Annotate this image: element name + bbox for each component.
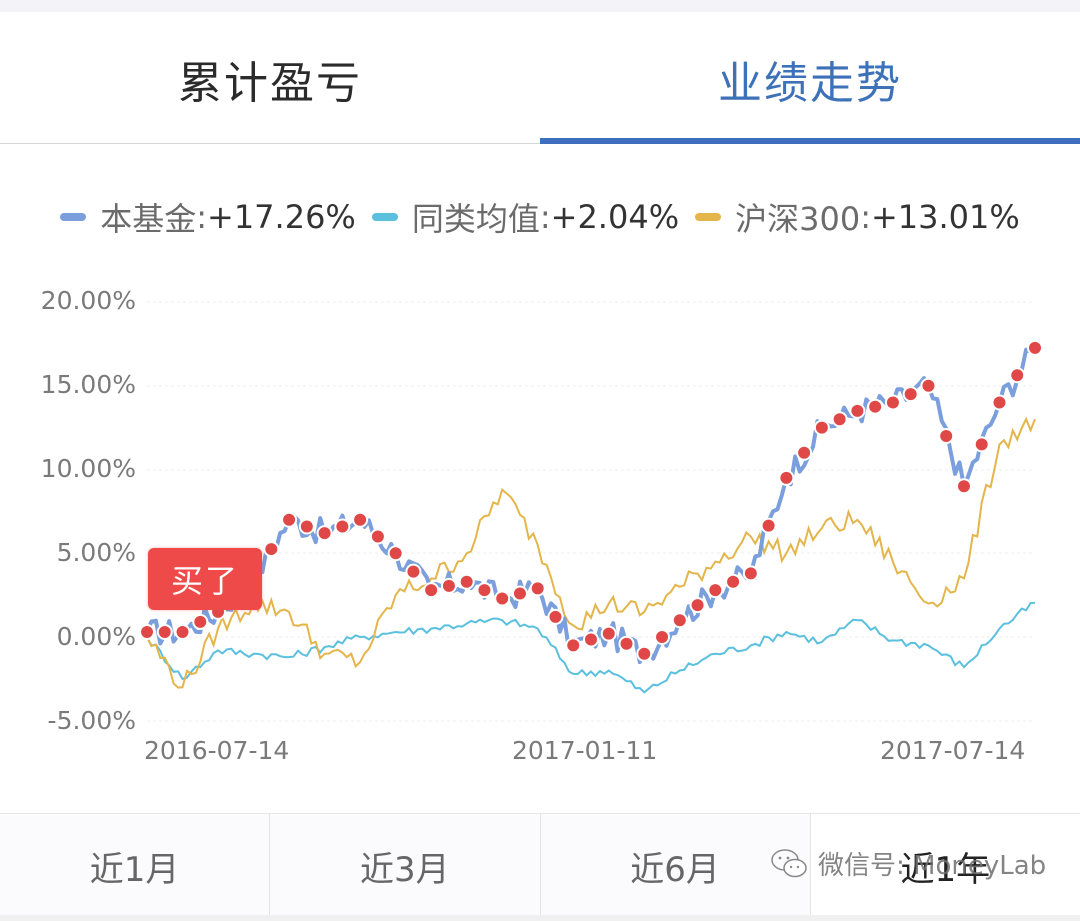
- buy-point-marker: [387, 545, 404, 562]
- y-tick-label: -5.00%: [47, 706, 136, 735]
- legend-value: +2.04%: [550, 198, 680, 236]
- buy-point-marker: [671, 612, 688, 629]
- bottom-strip: [0, 915, 1080, 921]
- buy-point-marker: [849, 402, 866, 419]
- buy-point-marker: [654, 629, 671, 645]
- buy-point-marker: [796, 444, 813, 461]
- legend-sep: :: [196, 198, 207, 236]
- buy-point-marker: [476, 582, 493, 599]
- x-tick-label: 2017-07-14: [880, 736, 1026, 765]
- x-tick-label: 2017-01-11: [512, 736, 658, 765]
- period-tab-1y[interactable]: 近1年: [810, 814, 1080, 919]
- buy-point-marker: [583, 631, 599, 648]
- legend-label: 本基金: [100, 200, 197, 238]
- y-tick-label: 15.00%: [40, 370, 136, 399]
- buy-point-marker: [955, 478, 972, 495]
- buy-point-marker: [529, 580, 546, 597]
- buy-point-marker: [884, 394, 901, 411]
- buy-point-marker: [156, 623, 173, 640]
- period-tab-1m[interactable]: 近1月: [0, 814, 271, 919]
- buy-annotation-bubble: 买了: [148, 548, 262, 610]
- y-tick-label: 10.00%: [40, 454, 136, 483]
- buy-point-marker: [867, 398, 884, 415]
- buy-point-marker: [281, 511, 298, 528]
- buy-point-marker: [742, 565, 759, 582]
- status-strip: [0, 0, 1080, 12]
- buy-point-marker: [725, 573, 742, 590]
- buy-point-marker: [405, 563, 422, 580]
- top-tab-bar: 累计盈亏 业绩走势: [0, 12, 1080, 145]
- legend-swatch-icon: [60, 213, 87, 221]
- legend-item-peer-average[interactable]: 同类均值 : +2.04%: [371, 194, 680, 240]
- buy-point-marker: [813, 419, 830, 436]
- buy-point-marker: [1027, 339, 1043, 356]
- buy-point-marker: [511, 585, 528, 602]
- buy-point-marker: [494, 590, 511, 607]
- legend-swatch-icon: [695, 213, 722, 221]
- buy-point-marker: [618, 635, 635, 652]
- buy-point-marker: [600, 625, 617, 642]
- legend-label: 沪深300: [735, 200, 861, 238]
- period-tab-3m[interactable]: 近3月: [270, 814, 541, 919]
- legend-label: 同类均值: [411, 200, 540, 238]
- buy-point-marker: [139, 623, 155, 640]
- buy-point-marker: [547, 608, 564, 625]
- buy-point-marker: [192, 613, 209, 630]
- buy-point-marker: [298, 518, 315, 535]
- buy-point-marker: [707, 582, 724, 599]
- legend-item-csi300[interactable]: 沪深300 : +13.01%: [695, 194, 1020, 240]
- period-tab-6m[interactable]: 近6月: [540, 814, 811, 919]
- tab-performance-trend[interactable]: 业绩走势: [718, 57, 902, 109]
- buy-point-marker: [938, 428, 955, 444]
- buy-point-marker: [902, 386, 919, 403]
- buy-point-marker: [565, 637, 582, 654]
- chart-legend: 本基金 : +17.26% 同类均值 : +2.04% 沪深300 : +13.…: [0, 192, 1080, 242]
- buy-point-marker: [263, 541, 280, 558]
- legend-swatch-icon: [371, 213, 398, 221]
- buy-point-marker: [973, 436, 990, 453]
- buy-point-marker: [760, 517, 777, 534]
- series-line-csi300: [146, 416, 1036, 689]
- series-line-peer-average: [146, 601, 1036, 694]
- legend-value: +17.26%: [207, 198, 356, 236]
- tab-cumulative-pnl[interactable]: 累计盈亏: [178, 57, 362, 109]
- x-tick-label: 2016-07-14: [144, 736, 290, 765]
- legend-value: +13.01%: [870, 198, 1020, 236]
- y-tick-label: 20.00%: [40, 286, 136, 315]
- tab-divider: [0, 143, 540, 144]
- buy-point-marker: [689, 597, 706, 614]
- buy-point-marker: [778, 469, 795, 486]
- buy-point-marker: [334, 518, 351, 535]
- period-selector: 近1月 近3月 近6月 近1年: [0, 813, 1080, 919]
- buy-point-marker: [369, 528, 386, 545]
- buy-point-marker: [1009, 367, 1026, 384]
- y-tick-label: 0.00%: [56, 622, 136, 651]
- buy-point-marker: [991, 394, 1008, 411]
- y-tick-label: 5.00%: [56, 538, 136, 567]
- buy-point-marker: [316, 525, 333, 542]
- legend-sep: :: [860, 198, 871, 236]
- buy-point-marker: [920, 377, 937, 394]
- buy-point-marker: [458, 573, 475, 590]
- buy-point-marker: [174, 623, 191, 640]
- buy-point-marker: [440, 577, 457, 594]
- buy-point-marker: [636, 645, 653, 662]
- buy-point-marker: [831, 411, 848, 428]
- buy-point-markers: [139, 339, 1043, 662]
- legend-sep: :: [539, 198, 551, 236]
- buy-point-marker: [352, 511, 369, 528]
- grid-lines: [147, 301, 1035, 722]
- active-tab-indicator: [540, 138, 1080, 144]
- legend-item-fund[interactable]: 本基金 : +17.26%: [60, 194, 356, 240]
- buy-point-marker: [423, 582, 440, 599]
